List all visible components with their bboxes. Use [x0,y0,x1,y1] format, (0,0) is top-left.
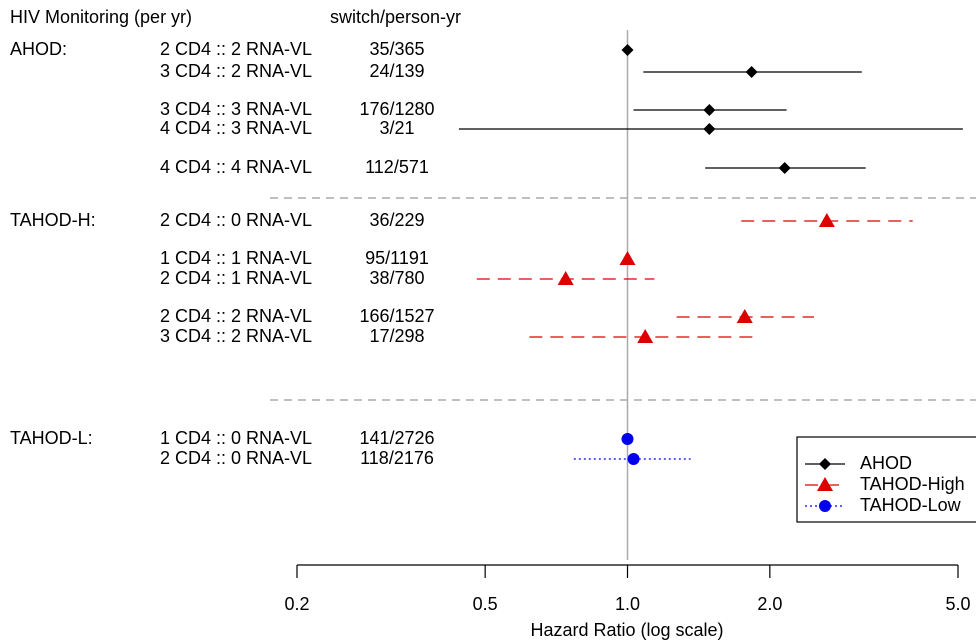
legend-label: AHOD [860,453,912,473]
count-label: 118/2176 [360,448,434,468]
point [619,251,636,265]
row-label: 2 CD4 :: 2 RNA-VL [160,39,312,59]
count-label: 36/229 [369,210,424,230]
row-label: 2 CD4 :: 0 RNA-VL [160,210,312,230]
row-label: 2 CD4 :: 2 RNA-VL [160,306,312,326]
count-label: 141/2726 [359,428,434,448]
x-tick-label: 1.0 [615,594,640,614]
x-axis-label: Hazard Ratio (log scale) [530,620,723,640]
count-label: 176/1280 [359,99,434,119]
count-label: 3/21 [379,118,414,138]
legend-marker [819,500,831,512]
point [621,44,634,56]
point [627,453,640,465]
point [778,162,791,174]
row-label: 2 CD4 :: 1 RNA-VL [160,268,312,288]
legend-marker [819,458,831,470]
count-label: 95/1191 [365,248,429,268]
row-label: 4 CD4 :: 4 RNA-VL [160,157,312,177]
row-label: 1 CD4 :: 1 RNA-VL [160,248,312,268]
point [736,309,753,323]
point [745,66,758,78]
count-label: 166/1527 [359,306,434,326]
row-label: 4 CD4 :: 3 RNA-VL [160,118,312,138]
point [637,329,654,343]
legend-box [796,436,976,523]
x-tick-label: 0.5 [473,594,498,614]
point [557,271,574,285]
count-header: switch/person-yr [330,7,461,27]
legend-label: TAHOD-High [860,474,965,494]
group-label: AHOD: [10,39,67,59]
point [703,104,716,116]
x-tick-label: 2.0 [757,594,782,614]
count-label: 112/571 [365,157,429,177]
x-tick-label: 5.0 [945,594,970,614]
count-label: 24/139 [369,61,424,81]
point [621,433,634,445]
count-label: 35/365 [369,39,424,59]
row-label: 2 CD4 :: 0 RNA-VL [160,448,312,468]
count-label: 17/298 [369,326,424,346]
row-label: 3 CD4 :: 2 RNA-VL [160,326,312,346]
group-label: TAHOD-H: [10,210,96,230]
point [818,213,835,227]
legend-label: TAHOD-Low [860,495,962,515]
row-label: 1 CD4 :: 0 RNA-VL [160,428,312,448]
point [703,123,716,135]
group-label: TAHOD-L: [10,428,93,448]
legend-marker [817,477,833,491]
row-header: HIV Monitoring (per yr) [10,7,192,27]
row-label: 3 CD4 :: 2 RNA-VL [160,61,312,81]
count-label: 38/780 [369,268,424,288]
x-tick-label: 0.2 [284,594,309,614]
row-label: 3 CD4 :: 3 RNA-VL [160,99,312,119]
